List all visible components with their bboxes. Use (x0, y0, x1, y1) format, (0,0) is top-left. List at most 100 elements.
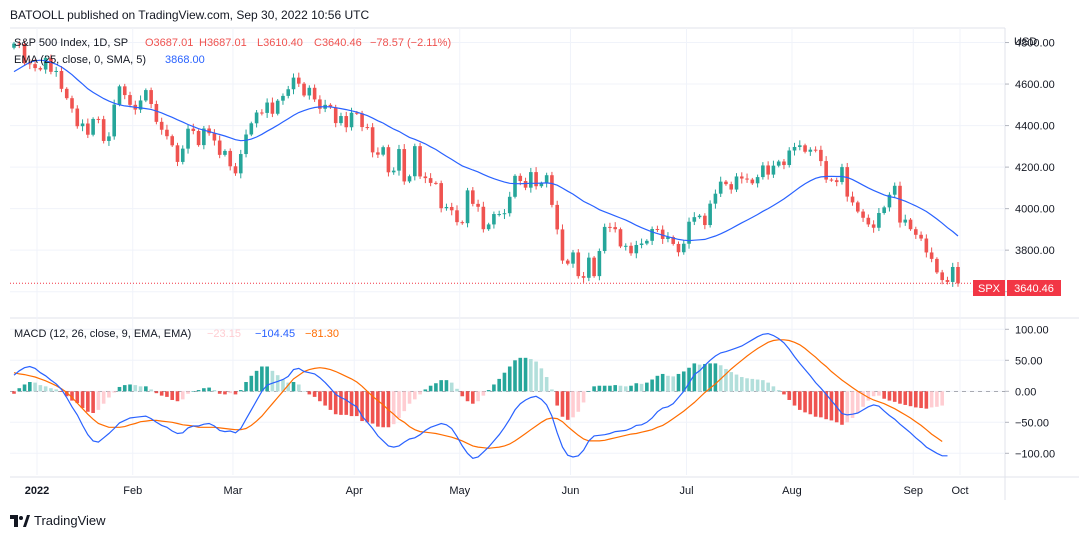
macd-histogram-bar (539, 368, 544, 392)
candle (349, 107, 354, 131)
macd-histogram-bar (697, 364, 702, 392)
macd-histogram-bar (845, 391, 850, 423)
candle (834, 177, 839, 187)
candle (80, 119, 85, 132)
macd-tick-label: 0.00 (1015, 386, 1036, 398)
candle (328, 103, 333, 109)
macd-histogram-bar (402, 391, 407, 412)
macd-histogram-bar (871, 391, 876, 397)
macd-histogram-bar (840, 391, 844, 425)
macd-histogram-bar (54, 389, 58, 392)
macd-histogram-bar (518, 357, 523, 392)
macd-histogram-bar (914, 391, 918, 408)
candle (128, 91, 132, 108)
macd-histogram-bar (370, 391, 375, 424)
macd-histogram-bar (882, 391, 886, 399)
macd-histogram-bar (423, 389, 428, 392)
candle (59, 65, 64, 93)
macd-histogram-bar (128, 384, 132, 392)
macd-histogram-bar (149, 389, 153, 392)
macd-histogram-bar (481, 391, 486, 396)
candle (724, 179, 728, 186)
candle (560, 224, 565, 264)
macd-histogram-bar (38, 385, 43, 392)
candle (418, 142, 422, 179)
candle (956, 262, 960, 287)
candle (49, 54, 53, 75)
candle (486, 222, 491, 231)
macd-histogram-bar (281, 379, 285, 392)
candle (460, 220, 465, 225)
candle (381, 145, 385, 157)
macd-histogram-bar (824, 391, 828, 420)
macd-histogram-bar (217, 391, 222, 394)
macd-histogram-bar (418, 391, 422, 395)
candle (755, 174, 760, 188)
macd-histogram-bar (254, 370, 259, 392)
price-tick-label: 4400.00 (1015, 121, 1055, 133)
macd-histogram-bar (144, 386, 148, 392)
candle (803, 143, 807, 154)
macd-histogram-bar (645, 382, 649, 392)
candle (275, 99, 280, 116)
macd-histogram-bar (43, 386, 48, 392)
macd-histogram-bar (354, 391, 359, 417)
candle (112, 99, 117, 140)
candle (249, 121, 254, 137)
macd-histogram-bar (935, 391, 939, 407)
candle (333, 104, 338, 128)
candle (761, 162, 765, 180)
candle (339, 112, 343, 126)
candle (28, 59, 32, 70)
macd-histogram-bar (33, 382, 37, 392)
candle (555, 200, 559, 235)
macd-histogram-bar (223, 391, 227, 395)
candle (861, 209, 865, 222)
tradingview-logo-icon (10, 514, 30, 527)
macd-histogram-bar (803, 391, 807, 413)
candle (507, 191, 512, 217)
macd-histogram-bar (734, 374, 739, 392)
candle (750, 177, 755, 185)
candle (914, 226, 918, 239)
macd-histogram-bar (761, 380, 765, 392)
macd-histogram-bar (212, 390, 217, 392)
candle (681, 240, 686, 255)
macd-histogram-bar (502, 372, 507, 392)
candle (819, 145, 823, 167)
candle (576, 249, 581, 279)
candle (608, 222, 612, 233)
macd-hist-value: −23.15 (207, 328, 241, 340)
candle (244, 129, 248, 158)
candle (159, 117, 164, 135)
candle (397, 144, 401, 176)
macd-histogram-bar (681, 371, 686, 392)
macd-histogram-bar (544, 377, 549, 392)
candle (75, 105, 80, 129)
candle (413, 143, 417, 181)
macd-pane (10, 332, 1005, 459)
candle (871, 220, 876, 233)
candle (196, 129, 201, 147)
tradingview-logo[interactable]: TradingView (10, 513, 106, 528)
time-tick-label: 2022 (25, 485, 49, 497)
candle (165, 124, 169, 140)
candle (344, 111, 349, 133)
candle (423, 172, 428, 184)
candle (191, 123, 196, 135)
macd-histogram-bar (486, 390, 491, 392)
macd-histogram-bar (365, 391, 370, 423)
macd-histogram-bar (101, 391, 106, 404)
macd-histogram-bar (12, 391, 16, 394)
candle (180, 145, 185, 165)
macd-histogram-bar (117, 386, 122, 392)
candle (144, 88, 148, 103)
macd-histogram-bar (903, 391, 908, 405)
macd-histogram-bar (80, 391, 85, 409)
macd-histogram-bar (771, 386, 776, 392)
candle (154, 100, 159, 125)
time-tick-label: Jun (562, 485, 580, 497)
macd-histogram-bar (138, 386, 143, 392)
macd-histogram-bar (792, 391, 797, 406)
